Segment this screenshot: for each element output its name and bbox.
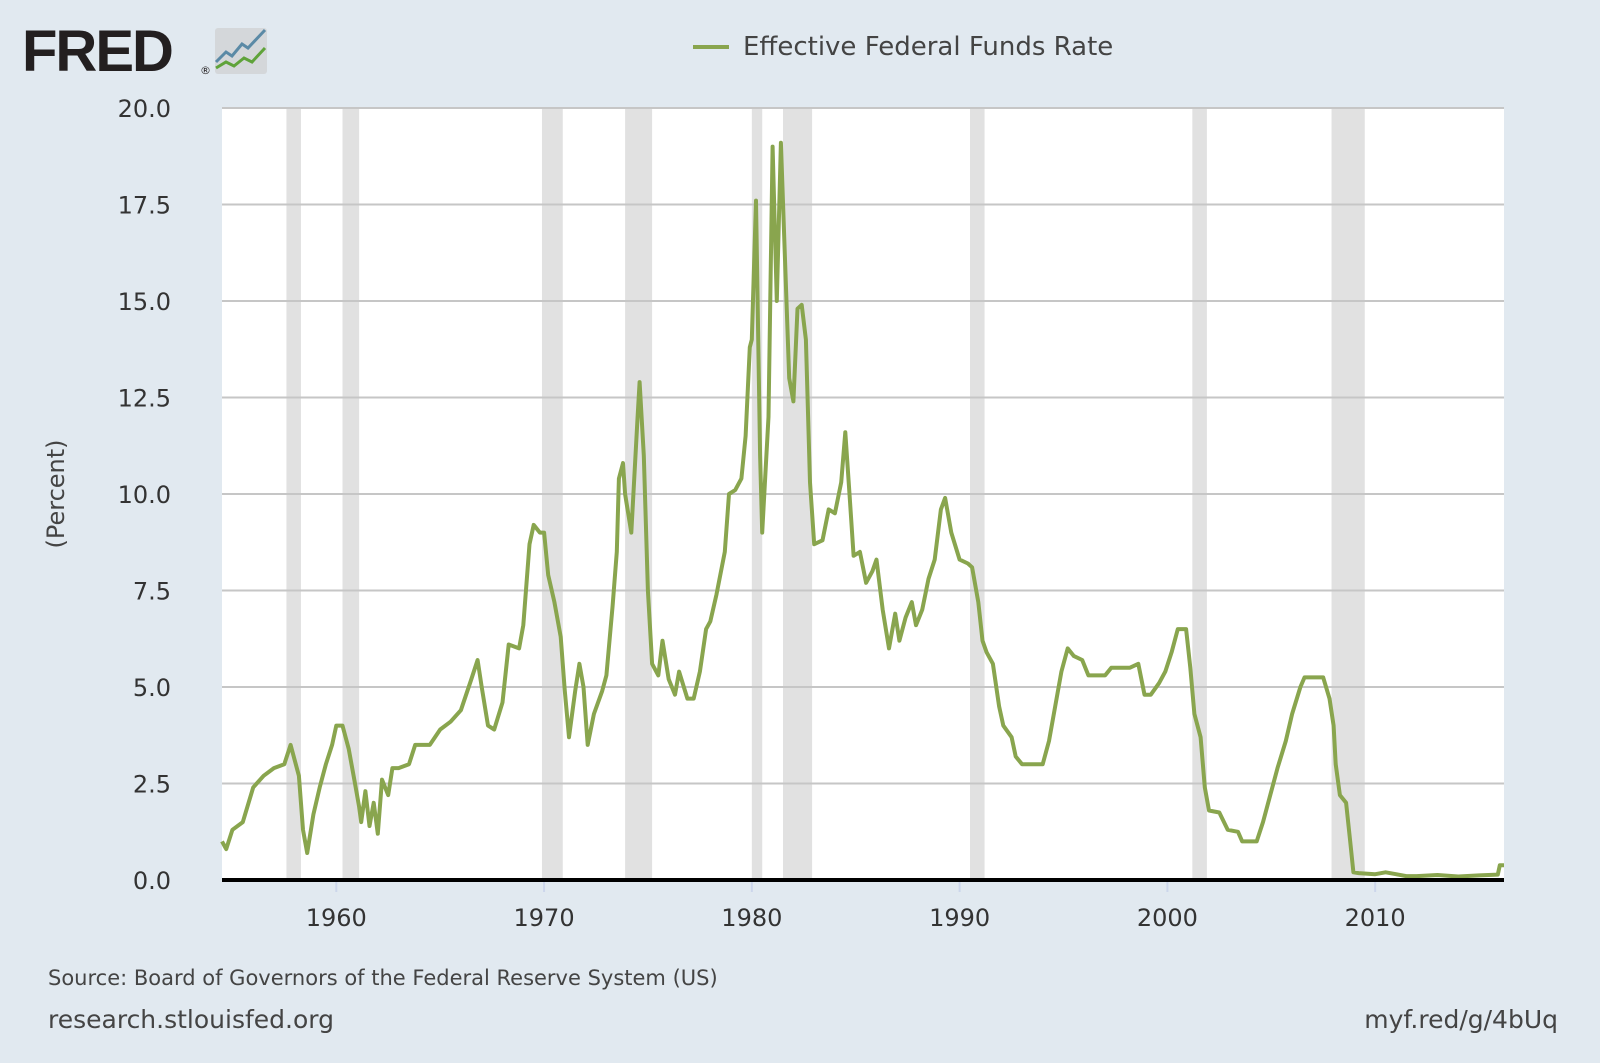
source-note: Source: Board of Governors of the Federa… — [48, 966, 718, 990]
short-url-link[interactable]: myf.red/g/4bUq — [1364, 1005, 1558, 1034]
fred-logo-chart-icon: ® — [200, 28, 267, 76]
chart-legend[interactable]: Effective Federal Funds Rate — [693, 32, 1113, 62]
x-tick-label: 2010 — [1345, 904, 1406, 932]
x-tick-label: 1960 — [306, 904, 367, 932]
y-axis-label: (Percent) — [42, 439, 70, 548]
x-tick-label: 1980 — [721, 904, 782, 932]
y-tick-label: 17.5 — [118, 192, 171, 220]
svg-text:®: ® — [200, 64, 211, 76]
y-tick-label: 2.5 — [133, 771, 171, 799]
y-tick-label: 7.5 — [133, 578, 171, 606]
y-tick-label: 5.0 — [133, 674, 171, 702]
series-line-effective-federal-funds-rate — [220, 140, 1504, 879]
y-tick-labels: 0.0 2.5 5.0 7.5 10.0 12.5 15.0 17.5 20.0 — [118, 95, 171, 895]
y-tick-label: 20.0 — [118, 95, 171, 123]
x-tick-label: 1990 — [929, 904, 990, 932]
legend-label: Effective Federal Funds Rate — [743, 32, 1114, 62]
y-tick-label: 0.0 — [133, 867, 171, 895]
legend-swatch — [693, 45, 729, 49]
x-tick-label: 1970 — [514, 904, 575, 932]
x-tick-label: 2000 — [1137, 904, 1198, 932]
chart: 0.0 2.5 5.0 7.5 10.0 12.5 15.0 17.5 20.0 1960 197… — [42, 95, 1504, 932]
fred-logo-text: FRED — [22, 19, 174, 84]
x-tick-labels: 1960 1970 1980 1990 2000 2010 — [306, 880, 1406, 932]
site-link[interactable]: research.stlouisfed.org — [48, 1005, 334, 1034]
gridlines — [222, 107, 1504, 785]
y-tick-label: 15.0 — [118, 288, 171, 316]
y-tick-label: 10.0 — [118, 481, 171, 509]
y-tick-label: 12.5 — [118, 385, 171, 413]
